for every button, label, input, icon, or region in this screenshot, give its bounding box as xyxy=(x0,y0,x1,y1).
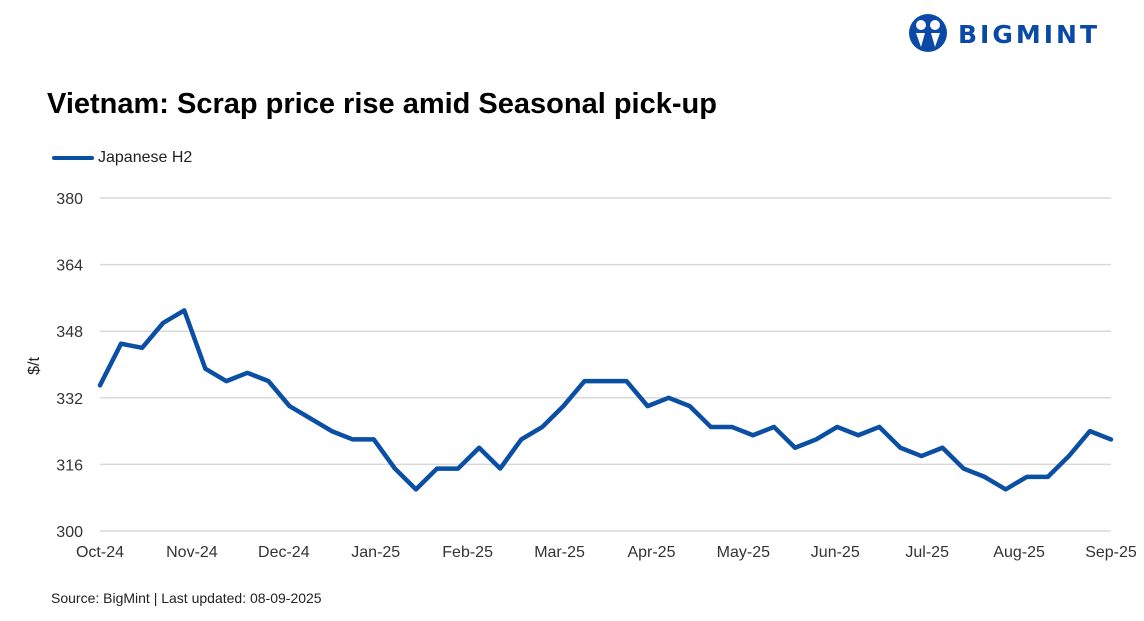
y-tick-label: 364 xyxy=(56,258,83,275)
x-tick-label: Feb-25 xyxy=(442,544,493,561)
bigmint-logo-text: BIGMINT xyxy=(958,19,1101,49)
x-tick-label: Apr-25 xyxy=(627,544,675,561)
x-tick-label: Jun-25 xyxy=(811,544,860,561)
bigmint-logo-icon xyxy=(909,14,947,52)
chart-title: Vietnam: Scrap price rise amid Seasonal … xyxy=(47,88,717,120)
y-tick-label: 348 xyxy=(56,324,83,341)
x-tick-label: Mar-25 xyxy=(534,544,585,561)
y-tick-label: 380 xyxy=(56,191,83,208)
y-tick-label: 332 xyxy=(56,391,83,408)
y-axis-label: $/t xyxy=(26,357,43,375)
y-tick-label: 316 xyxy=(56,457,83,474)
y-tick-label: 300 xyxy=(56,524,83,541)
x-tick-label: Dec-24 xyxy=(258,544,310,561)
x-tick-label: Jan-25 xyxy=(351,544,400,561)
source-note: Source: BigMint | Last updated: 08-09-20… xyxy=(51,590,322,606)
x-tick-label: Nov-24 xyxy=(166,544,218,561)
x-tick-label: May-25 xyxy=(717,544,770,561)
x-tick-label: Sep-25 xyxy=(1085,544,1137,561)
legend: Japanese H2 xyxy=(52,149,192,167)
series-line xyxy=(97,308,1114,492)
x-tick-label: Aug-25 xyxy=(993,544,1045,561)
bigmint-logo: BIGMINT xyxy=(908,13,1100,55)
x-tick-label: Jul-25 xyxy=(905,544,949,561)
x-tick-label: Oct-24 xyxy=(76,544,124,561)
legend-label: Japanese H2 xyxy=(98,149,193,166)
legend-swatch xyxy=(52,156,94,160)
